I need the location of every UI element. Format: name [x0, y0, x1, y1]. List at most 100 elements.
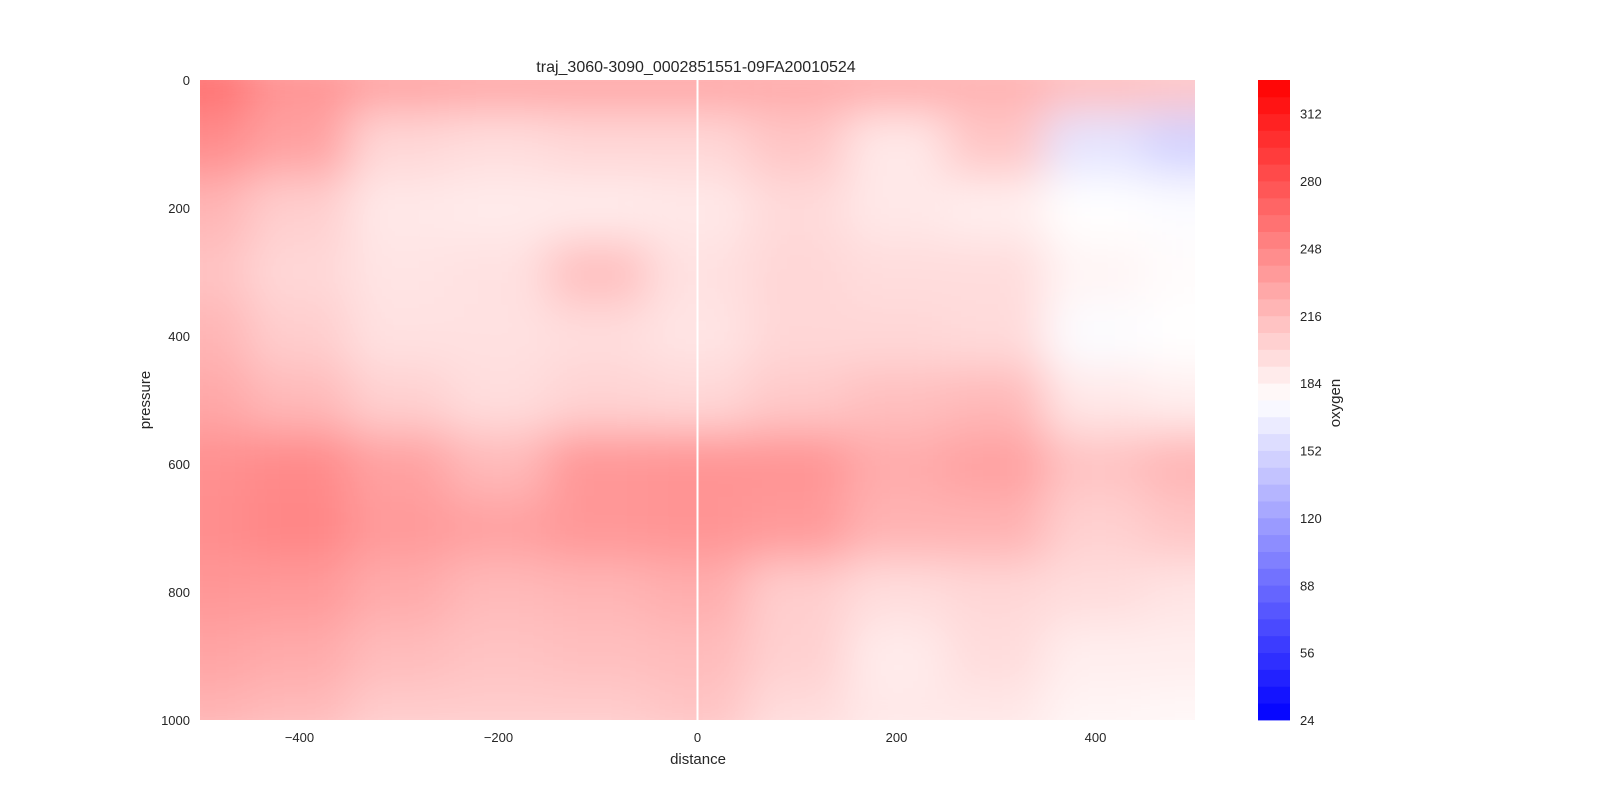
- colorbar-tick-label: 184: [1300, 376, 1322, 391]
- heatmap-cell: [249, 688, 350, 720]
- heatmap-cell: [200, 176, 251, 241]
- heatmap-cell: [448, 688, 549, 720]
- heatmap-cell: [548, 304, 649, 369]
- heatmap-cell: [548, 688, 649, 720]
- heatmap-cell: [349, 624, 450, 689]
- x-tick-label: 400: [1085, 730, 1107, 745]
- colorbar-segment: [1258, 366, 1290, 384]
- heatmap-cell: [1045, 432, 1146, 497]
- heatmap-cell: [946, 368, 1047, 433]
- colorbar-segment: [1258, 197, 1290, 216]
- heatmap-cell: [349, 240, 450, 305]
- colorbar-segment: [1258, 433, 1290, 451]
- heatmap-cell: [249, 496, 350, 561]
- heatmap-cell: [249, 112, 350, 177]
- colorbar-segment: [1258, 551, 1290, 569]
- heatmap-cell: [747, 304, 848, 369]
- heatmap-cell: [846, 240, 947, 305]
- chart-title: traj_3060-3090_0002851551-09FA20010524: [536, 59, 856, 76]
- heatmap-cell: [747, 560, 848, 625]
- heatmap-cell: [747, 368, 848, 433]
- heatmap-cell: [946, 560, 1047, 625]
- colorbar-tick-label: 216: [1300, 309, 1322, 324]
- heatmap-cell: [349, 304, 450, 369]
- heatmap-cell: [1145, 688, 1195, 720]
- colorbar-segment: [1258, 416, 1290, 435]
- heatmap-cell: [548, 80, 649, 113]
- colorbar-tick-label: 88: [1300, 578, 1314, 593]
- colorbar-segment: [1258, 517, 1290, 536]
- heatmap-cell: [1145, 176, 1195, 241]
- heatmap-cell: [249, 80, 350, 113]
- heatmap-cell: [846, 560, 947, 625]
- colorbar-segment: [1258, 703, 1290, 721]
- colorbar-segment: [1258, 686, 1290, 704]
- heatmap-cell: [249, 432, 350, 497]
- heatmap-cell: [1045, 496, 1146, 561]
- heatmap-cell: [548, 112, 649, 177]
- heatmap-cell: [747, 432, 848, 497]
- heatmap-cell: [946, 112, 1047, 177]
- colorbar-segment: [1258, 349, 1290, 367]
- colorbar-segment: [1258, 652, 1290, 670]
- colorbar-segment: [1258, 164, 1290, 182]
- heatmap-cell: [448, 176, 549, 241]
- heatmap-cell: [249, 176, 350, 241]
- heatmap-cell: [249, 240, 350, 305]
- colorbar-segment: [1258, 484, 1290, 502]
- heatmap-cell: [448, 80, 549, 113]
- colorbar-segment: [1258, 400, 1290, 418]
- heatmap-cell: [548, 176, 649, 241]
- heatmap-cell: [946, 624, 1047, 689]
- heatmap-cell: [1045, 176, 1146, 241]
- y-tick-label: 600: [168, 457, 190, 472]
- heatmap-cell: [946, 80, 1047, 113]
- heatmap-cell: [200, 112, 251, 177]
- heatmap-cell: [349, 80, 450, 113]
- heatmap-cell: [846, 304, 947, 369]
- heatmap-cell: [448, 496, 549, 561]
- heatmap-cell: [200, 560, 251, 625]
- heatmap-cell: [946, 496, 1047, 561]
- heatmap-cell: [448, 624, 549, 689]
- colorbar-tick-label: 152: [1300, 444, 1322, 459]
- colorbar-segment: [1258, 332, 1290, 350]
- heatmap-cell: [1145, 304, 1195, 369]
- heatmap-cell: [1145, 80, 1195, 113]
- colorbar-segment: [1258, 282, 1290, 300]
- heatmap-cell: [846, 368, 947, 433]
- heatmap-cell: [747, 240, 848, 305]
- heatmap-cell: [448, 112, 549, 177]
- colorbar-segment: [1258, 231, 1290, 249]
- colorbar-label: oxygen: [1327, 379, 1344, 427]
- x-tick-label: −200: [484, 730, 513, 745]
- x-tick-label: 200: [886, 730, 908, 745]
- colorbar-segment: [1258, 467, 1290, 485]
- x-axis-ticks: −400 −200 0 200 400: [285, 730, 1107, 745]
- colorbar-tick-label: 280: [1300, 174, 1322, 189]
- heatmap-cell: [846, 688, 947, 720]
- heatmap-cell: [946, 304, 1047, 369]
- heatmap-cell: [200, 688, 251, 720]
- heatmap-cell: [349, 176, 450, 241]
- heatmap-cell: [946, 688, 1047, 720]
- heatmap-cell: [1145, 496, 1195, 561]
- y-tick-label: 1000: [161, 713, 190, 728]
- colorbar-segment: [1258, 669, 1290, 687]
- heatmap-cell: [1045, 304, 1146, 369]
- colorbar-segment: [1258, 568, 1290, 586]
- heatmap-cell: [1045, 80, 1146, 113]
- heatmap-cell: [747, 176, 848, 241]
- heatmap-cell: [1145, 112, 1195, 177]
- heatmap-cell: [747, 496, 848, 561]
- colorbar-segment: [1258, 181, 1290, 199]
- heatmap-cell: [200, 80, 251, 113]
- colorbar-segment: [1258, 96, 1290, 115]
- colorbar-tick-label: 24: [1300, 713, 1314, 728]
- heatmap-cell: [200, 304, 251, 369]
- y-tick-label: 800: [168, 585, 190, 600]
- heatmap-cell: [946, 240, 1047, 305]
- heatmap-cell: [249, 624, 350, 689]
- heatmap-cell: [349, 688, 450, 720]
- x-tick-label: −400: [285, 730, 314, 745]
